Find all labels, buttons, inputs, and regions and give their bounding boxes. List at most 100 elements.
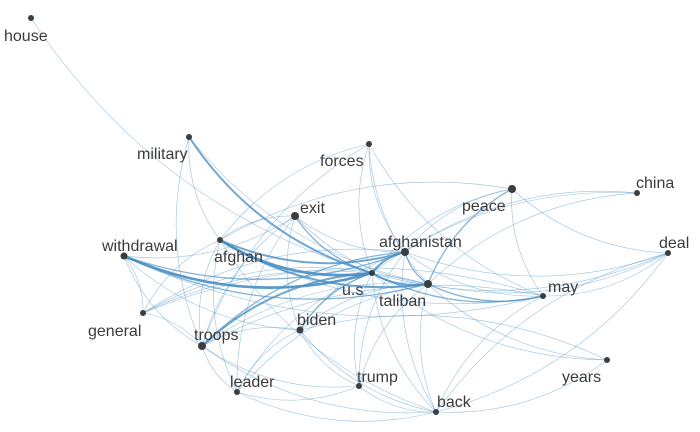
label-layer: house military forces china peace exit withdra… (4, 28, 689, 411)
edge-taliban-trump (358, 283, 429, 387)
edge-withdrawal-us (122, 254, 374, 289)
edge-afghanistan-trump (358, 251, 406, 387)
edge-taliban-deal (427, 252, 669, 294)
edge-peace-afghan (219, 181, 513, 241)
node-label-troops: troops (194, 327, 238, 344)
edge-afghan-leader (213, 239, 238, 393)
edge-forces-afghan (219, 143, 370, 241)
node-label-afghan: afghan (214, 249, 263, 266)
edge-general-withdrawal (123, 255, 144, 314)
node-biden (296, 326, 304, 334)
edge-military-troops (175, 136, 203, 347)
edge-withdrawal-biden (123, 255, 301, 331)
node-troops (198, 342, 206, 350)
node-layer (28, 15, 671, 415)
edge-forces-troops (201, 143, 370, 347)
edge-back-deal (435, 252, 669, 413)
edge-troops-back (201, 345, 437, 414)
node-afghanistan (401, 248, 409, 256)
node-trump (356, 383, 362, 389)
edge-forces-may (368, 143, 544, 297)
edge-may-deal (542, 252, 669, 297)
edge-biden-troops (201, 327, 301, 347)
node-label-years: years (562, 369, 601, 386)
edge-forces-us (358, 143, 373, 274)
node-general (140, 310, 146, 316)
edge-biden-leader (236, 329, 301, 393)
edge-taliban-years (427, 283, 608, 361)
node-china (634, 190, 640, 196)
edge-taliban-leader (236, 283, 429, 393)
node-label-biden: biden (297, 312, 336, 329)
edge-military-afghan (188, 136, 221, 241)
edge-layer (30, 17, 669, 422)
edge-afghan-general (142, 239, 221, 314)
edge-back-years (435, 359, 608, 413)
node-back (433, 409, 439, 415)
edge-taliban-general (142, 270, 429, 314)
edge-exit-us (294, 215, 373, 274)
edge-withdrawal-exit (123, 215, 296, 259)
edge-may-troops (201, 284, 544, 347)
edge-afghan-afghanistan (219, 239, 406, 265)
node-label-general: general (88, 323, 141, 340)
node-may (540, 293, 546, 299)
edge-exit-troops (201, 215, 296, 347)
node-label-may: may (548, 279, 578, 296)
node-label-leader: leader (230, 374, 275, 391)
node-withdrawal (120, 252, 128, 260)
edge-afghanistan-back (401, 251, 437, 413)
node-exit (291, 212, 299, 220)
edge-forces-afghanistan (368, 143, 406, 253)
node-leader (234, 389, 240, 395)
node-military (186, 134, 192, 140)
edge-us-general (142, 267, 373, 314)
edge-afghanistan-troops (201, 251, 406, 347)
edge-china-taliban (427, 192, 638, 285)
node-deal (665, 250, 671, 256)
edge-may-general (142, 267, 544, 314)
edge-us-back (371, 272, 437, 413)
edge-peace-afghanistan (404, 188, 513, 253)
node-label-trump: trump (357, 369, 398, 386)
edge-may-back (435, 295, 544, 413)
edge-afghan-troops (199, 239, 221, 347)
node-label-deal: deal (659, 235, 689, 252)
edge-us-years (371, 272, 608, 361)
edge-taliban-back (419, 283, 437, 413)
edge-exit-leader (236, 215, 296, 393)
node-years (604, 357, 610, 363)
node-label-us: u.s (342, 282, 363, 299)
node-label-taliban: taliban (379, 293, 426, 310)
edge-peace-taliban (427, 188, 513, 285)
node-label-back: back (437, 394, 472, 411)
edge-taliban-biden (299, 283, 429, 331)
node-us (369, 270, 375, 276)
edge-taliban-troops (201, 282, 429, 347)
edge-us-leader (236, 272, 373, 393)
edge-biden-trump (299, 329, 360, 387)
node-label-withdrawal: withdrawal (101, 238, 178, 255)
edge-exit-afghanistan (294, 215, 406, 253)
edge-exit-afghan (219, 215, 296, 241)
edge-us-troops (201, 272, 373, 347)
edge-withdrawal-may (123, 255, 544, 317)
edge-leader-trump (236, 385, 360, 401)
edge-afghanistan-general (142, 248, 406, 314)
edge-troops-trump (201, 345, 360, 388)
edge-afghanistan-deal (404, 251, 669, 277)
edge-troops-general (142, 312, 203, 347)
node-label-house: house (4, 28, 48, 45)
edge-peace-may (511, 188, 544, 297)
node-label-china: china (636, 175, 674, 192)
node-taliban (424, 280, 432, 288)
edge-forces-taliban (368, 143, 429, 285)
edge-biden-back (299, 329, 437, 413)
edge-trump-back (358, 385, 437, 413)
edge-peace-deal (511, 188, 669, 254)
edge-withdrawal-afghanistan (123, 251, 406, 280)
node-peace (508, 185, 516, 193)
node-label-peace: peace (462, 198, 506, 215)
edge-taliban-may (427, 283, 544, 302)
